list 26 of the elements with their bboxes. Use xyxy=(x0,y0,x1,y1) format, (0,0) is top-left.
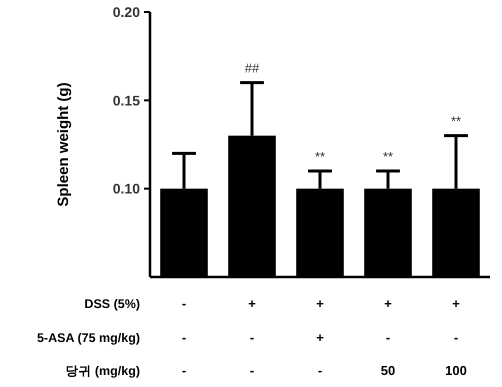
text: DSS (5%) xyxy=(84,297,140,311)
text: - xyxy=(182,363,186,378)
annotation: ## xyxy=(244,60,260,76)
text: + xyxy=(316,296,324,311)
text: - xyxy=(386,330,390,345)
text: + xyxy=(384,296,392,311)
text: - xyxy=(182,296,186,311)
annotation: ** xyxy=(382,149,394,164)
text: 100 xyxy=(445,363,467,378)
text: - xyxy=(182,330,186,345)
y-tick-label: 0.20 xyxy=(112,4,140,20)
text: - xyxy=(250,330,254,345)
text: - xyxy=(250,363,254,378)
text: + xyxy=(452,296,460,311)
text: + xyxy=(316,330,324,345)
text: 50 xyxy=(380,363,396,378)
text: 당귀 (mg/kg) xyxy=(65,364,140,378)
y-tick-label: 0.15 xyxy=(112,92,140,108)
annotation: ** xyxy=(450,114,462,129)
annotation: ** xyxy=(314,149,326,164)
text: - xyxy=(318,363,322,378)
text: - xyxy=(454,330,458,345)
text: + xyxy=(248,296,256,311)
text: 5-ASA (75 mg/kg) xyxy=(36,331,140,345)
y-tick-label: 0.10 xyxy=(112,180,140,197)
y-axis-title: Spleen weight (g) xyxy=(55,82,72,207)
